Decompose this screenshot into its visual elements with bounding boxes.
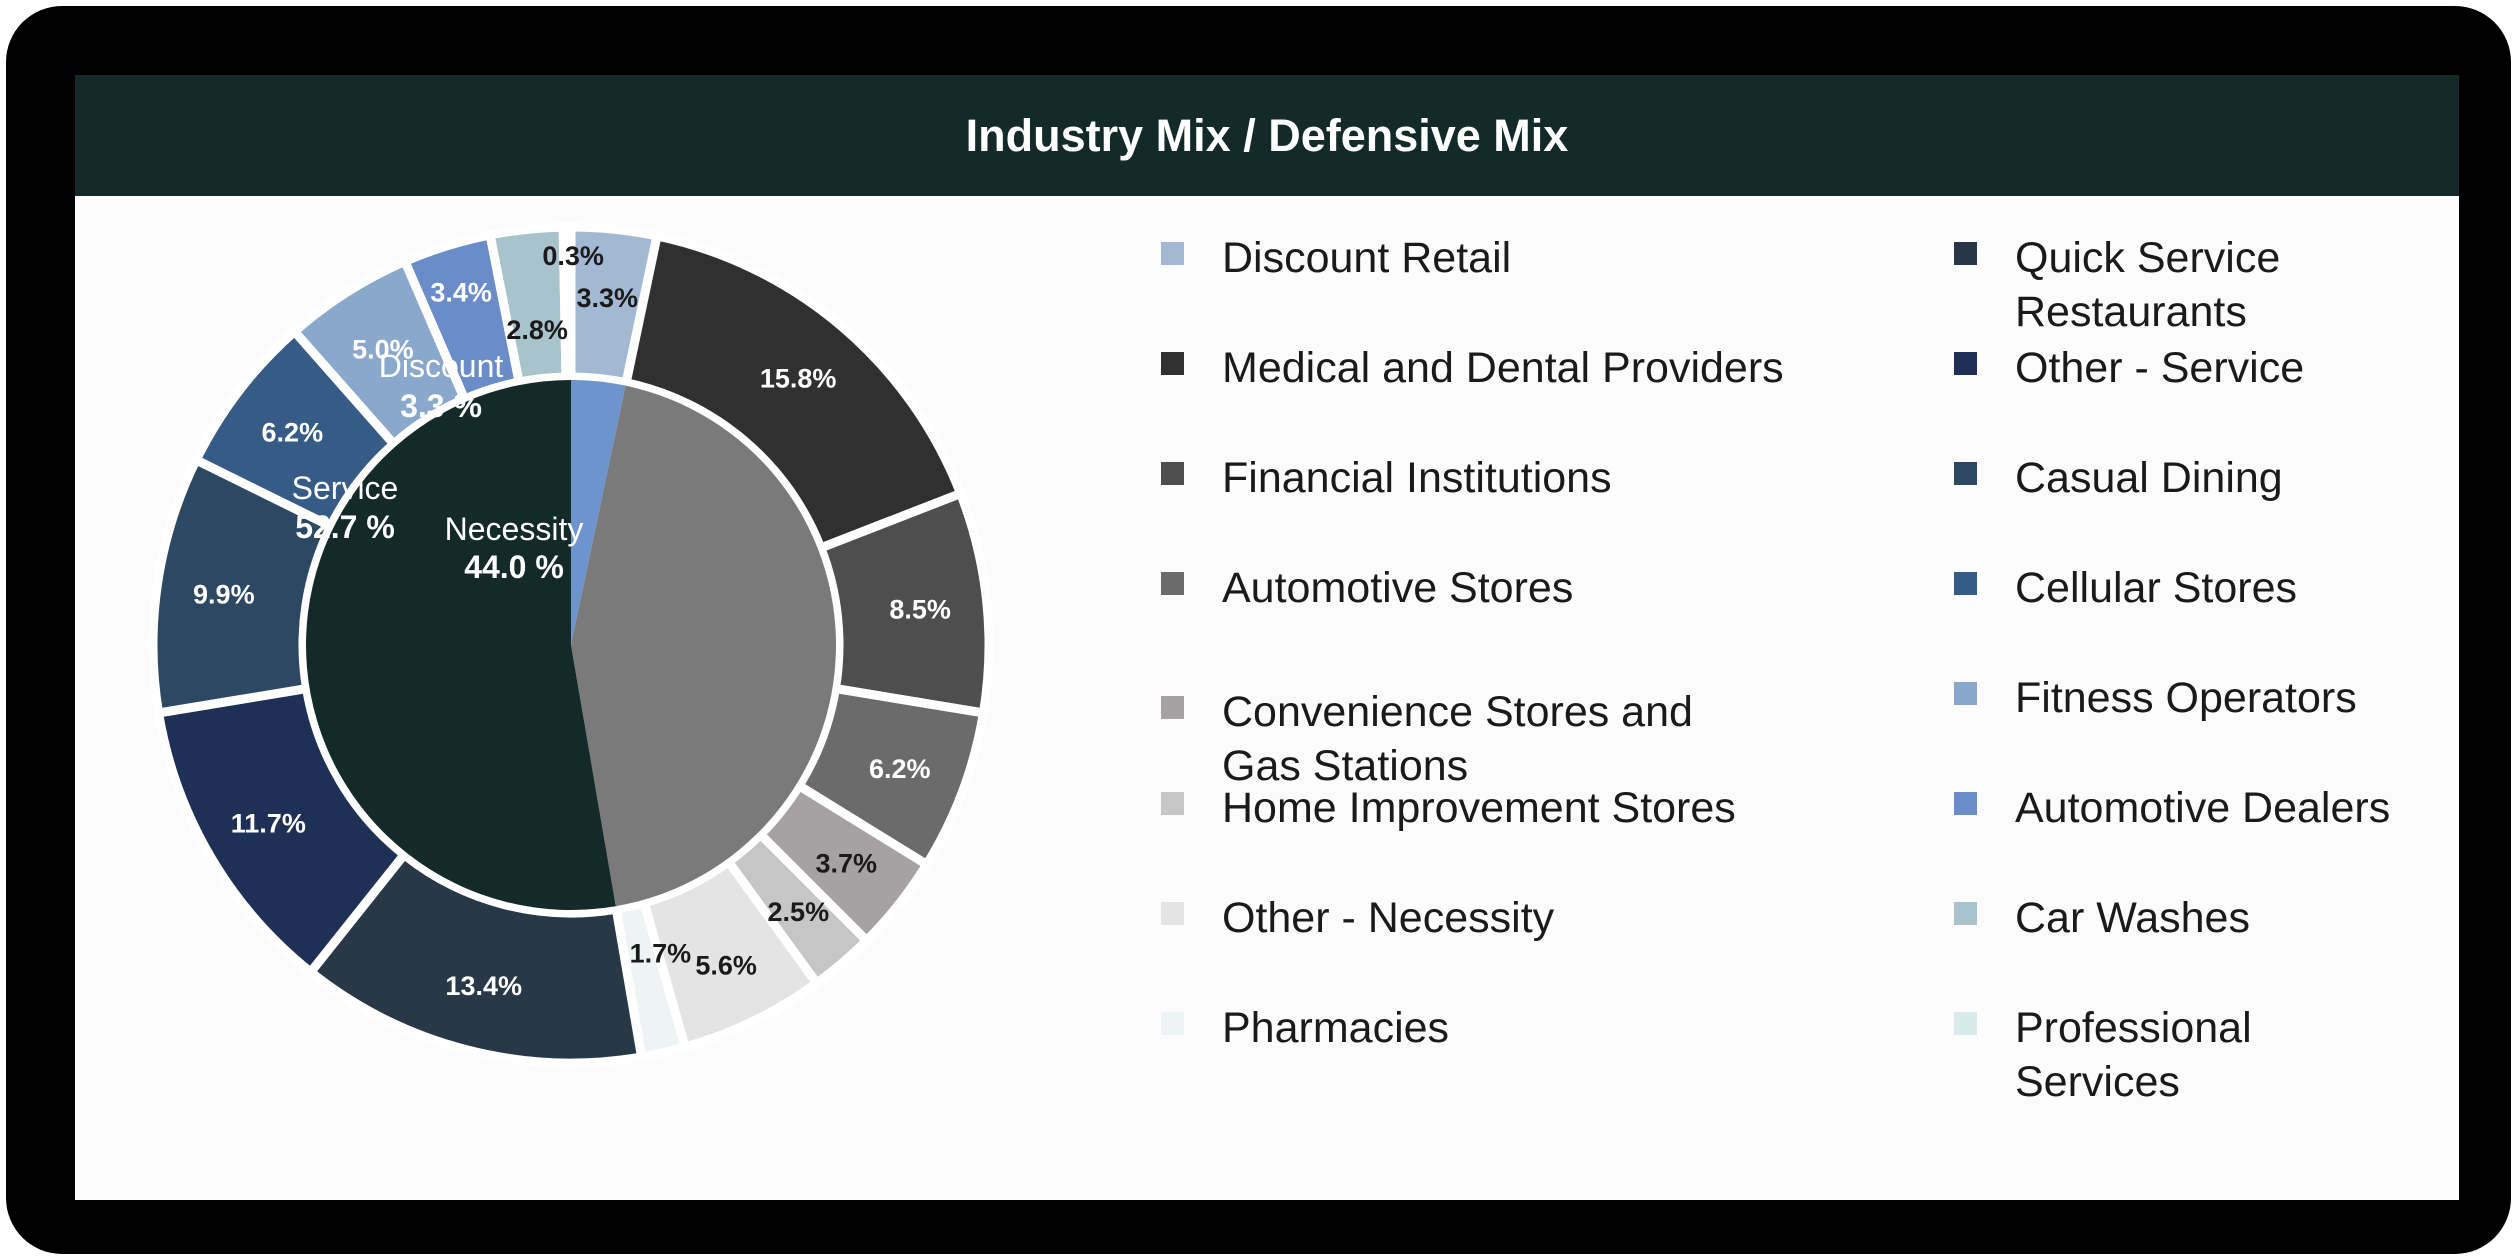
inner-name-service: Service	[292, 470, 399, 506]
slice-label-medical-and-dental-providers: 15.8%	[760, 363, 837, 393]
legend-label: Fitness Operators	[2015, 674, 2357, 722]
legend-item-discount-retail: Discount Retail	[1161, 231, 1511, 285]
legend-item-cellular-stores: Cellular Stores	[1954, 561, 2297, 615]
legend-swatch	[1161, 572, 1184, 595]
legend-label: Discount Retail	[1222, 234, 1512, 282]
legend-swatch	[1954, 792, 1977, 815]
legend-item-medical-and-dental-providers: Medical and Dental Providers	[1161, 341, 1784, 395]
legend-label: Automotive Stores	[1222, 564, 1574, 612]
legend-swatch	[1954, 572, 1977, 595]
legend-swatch	[1954, 1012, 1977, 1035]
slice-label-pharmacies: 1.7%	[630, 938, 692, 968]
legend-item-professional-services: Professional Services	[1954, 1001, 2252, 1109]
legend-label: Cellular Stores	[2015, 564, 2297, 612]
slice-label-convenience-stores-and-gas-stations: 3.7%	[816, 849, 878, 879]
legend-label: Other - Necessity	[1222, 894, 1555, 942]
legend-label: Professional Services	[2015, 1004, 2252, 1106]
legend-label: Car Washes	[2015, 894, 2250, 942]
legend-label: Quick Service Restaurants	[2015, 234, 2281, 336]
inner-ring	[303, 377, 839, 913]
legend-swatch	[1161, 902, 1184, 925]
inner-value-service: 52.7 %	[295, 509, 395, 545]
slice-label-discount-retail: 3.3%	[576, 283, 638, 313]
legend-item-fitness-operators: Fitness Operators	[1954, 671, 2357, 725]
slice-label-fitness-operators: 5.0%	[352, 335, 414, 365]
slice-label-quick-service-restaurants: 13.4%	[445, 971, 522, 1001]
slice-label-automotive-dealers: 3.4%	[430, 278, 492, 308]
legend-item-other-necessity: Other - Necessity	[1161, 891, 1554, 945]
inner-slice-service	[305, 380, 616, 910]
slice-label-car-washes: 2.8%	[506, 315, 568, 345]
legend-label: Other - Service	[2015, 344, 2305, 392]
legend-label: Medical and Dental Providers	[1222, 344, 1784, 392]
legend-label: Casual Dining	[2015, 454, 2283, 502]
legend-label: Pharmacies	[1222, 1004, 1450, 1052]
slice-label-professional-services: 0.3%	[542, 241, 604, 271]
legend-swatch	[1161, 696, 1184, 719]
legend-swatch	[1954, 682, 1977, 705]
slice-label-other-necessity: 5.6%	[695, 950, 757, 980]
legend-label: Financial Institutions	[1222, 454, 1612, 502]
legend-swatch	[1954, 242, 1977, 265]
legend-label: Home Improvement Stores	[1222, 784, 1736, 832]
legend-item-financial-institutions: Financial Institutions	[1161, 451, 1612, 505]
legend-swatch	[1161, 792, 1184, 815]
slice-labels: 3.3% 15.8% 8.5% 6.2% 3.7% 2.5% 5.6%1.7% 13.4% 11…	[193, 241, 951, 1001]
chart-frame: Industry Mix / Defensive Mix 3.3% 15.8% 8.…	[6, 6, 2511, 1254]
slice-label-other-service: 11.7%	[231, 809, 306, 839]
inner-value-necessity: 44.0 %	[464, 549, 564, 585]
legend-swatch	[1161, 1012, 1184, 1035]
slice-label-automotive-stores: 6.2%	[869, 754, 931, 784]
legend-swatch	[1161, 242, 1184, 265]
legend-swatch	[1161, 352, 1184, 375]
legend-item-car-washes: Car Washes	[1954, 891, 2250, 945]
inner-name-discount: Discount	[379, 348, 504, 384]
inner-value-discount: 3.3 %	[400, 388, 482, 424]
inner-slice-discount	[571, 380, 626, 645]
slice-label-home-improvement-stores: 2.5%	[768, 897, 830, 927]
legend-swatch	[1161, 462, 1184, 485]
inner-name-necessity: Necessity	[445, 511, 584, 547]
legend-item-automotive-stores: Automotive Stores	[1161, 561, 1573, 615]
legend-item-casual-dining: Casual Dining	[1954, 451, 2283, 505]
legend-item-quick-service-restaurants: Quick Service Restaurants	[1954, 231, 2280, 339]
legend-swatch	[1954, 352, 1977, 375]
legend-label: Automotive Dealers	[2015, 784, 2391, 832]
legend-item-other-service: Other - Service	[1954, 341, 2304, 395]
donut-chart: 3.3% 15.8% 8.5% 6.2% 3.7% 2.5% 5.6%1.7% 13.4% 11…	[148, 222, 994, 1068]
slice-label-financial-institutions: 8.5%	[889, 595, 951, 625]
legend-swatch	[1954, 462, 1977, 485]
inner-slice-necessity	[571, 385, 836, 907]
legend-item-automotive-dealers: Automotive Dealers	[1954, 781, 2390, 835]
slice-label-cellular-stores: 6.2%	[262, 418, 324, 448]
slice-label-casual-dining: 9.9%	[193, 579, 255, 609]
legend-item-pharmacies: Pharmacies	[1161, 1001, 1449, 1055]
chart-panel: Industry Mix / Defensive Mix 3.3% 15.8% 8.…	[75, 75, 2459, 1200]
chart-header: Industry Mix / Defensive Mix	[75, 75, 2459, 196]
legend-swatch	[1954, 902, 1977, 925]
legend-item-home-improvement-stores: Home Improvement Stores	[1161, 781, 1736, 835]
chart-title: Industry Mix / Defensive Mix	[965, 109, 1569, 161]
legend-label: Convenience Stores and Gas Stations	[1222, 688, 1693, 790]
legend-item-convenience-stores-and-gas-stations: Convenience Stores and Gas Stations	[1161, 685, 1693, 793]
